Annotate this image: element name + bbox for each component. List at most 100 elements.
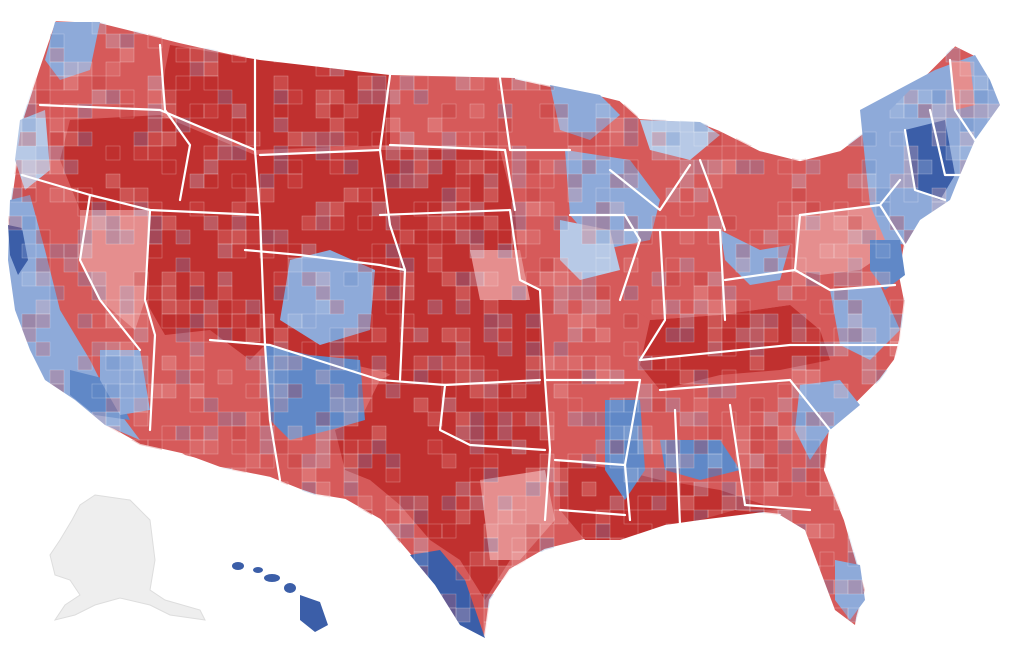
county-cell [385,635,401,638]
county-cell [315,103,331,119]
county-cell [763,103,779,119]
county-cell [105,341,121,357]
county-cell [329,117,345,133]
county-cell [749,523,765,539]
county-cell [931,411,947,427]
county-cell [973,593,989,609]
county-cell [791,369,807,385]
county-cell [679,411,695,427]
county-cell [357,607,373,623]
county-cell [987,467,1000,483]
county-cell [301,271,317,287]
county-cell [749,439,765,455]
county-cell [119,299,135,315]
county-cell [777,523,793,539]
county-cell [889,607,905,623]
county-cell [861,33,877,49]
county-cell [175,537,191,553]
county-cell [203,635,219,638]
county-cell [791,131,807,147]
county-cell [707,523,723,539]
county-cell [315,453,331,469]
county-cell [469,467,485,483]
county-cell [287,425,303,441]
county-cell [693,285,709,301]
county-cell [455,481,471,497]
county-cell [791,467,807,483]
county-cell [49,159,65,175]
county-cell [105,173,121,189]
county-cell [203,327,219,343]
county-cell [721,621,737,637]
county-cell [231,439,247,455]
county-cell [77,481,93,497]
county-cell [945,103,961,119]
county-cell [875,635,891,638]
county-cell [133,481,149,497]
county-cell [805,131,821,147]
county-cell [329,565,345,581]
county-cell [413,145,429,161]
county-cell [819,131,835,147]
county-cell [581,299,597,315]
county-cell [189,551,205,567]
county-cell [203,607,219,623]
county-cell [721,369,737,385]
county-cell [413,47,429,63]
county-cell [903,635,919,638]
county-cell [987,411,1000,427]
county-cell [749,313,765,329]
county-cell [385,495,401,511]
county-cell [805,327,821,343]
county-cell [637,20,653,35]
county-cell [665,537,681,553]
county-cell [679,75,695,91]
county-cell [217,229,233,245]
county-cell [959,61,975,77]
county-cell [567,33,583,49]
county-cell [231,537,247,553]
county-cell [595,523,611,539]
county-cell [49,243,65,259]
county-cell [371,187,387,203]
region-rio-grande [410,550,485,638]
county-cell [945,201,961,217]
county-cell [959,33,975,49]
county-cell [357,495,373,511]
county-cell [987,593,1000,609]
county-cell [959,229,975,245]
county-cell [301,453,317,469]
county-cell [203,47,219,63]
county-cell [133,411,149,427]
county-cell [455,425,471,441]
county-cell [777,439,793,455]
county-cell [931,621,947,637]
county-cell [749,495,765,511]
county-cell [203,20,219,35]
county-cell [553,271,569,287]
county-cell [231,215,247,231]
county-cell [259,481,275,497]
county-cell [287,383,303,399]
county-cell [483,33,499,49]
county-cell [553,383,569,399]
county-cell [833,117,849,133]
county-cell [329,89,345,105]
county-cell [245,453,261,469]
county-cell [35,341,51,357]
county-cell [105,215,121,231]
county-cell [189,313,205,329]
county-cell [595,215,611,231]
county-cell [973,299,989,315]
county-cell [483,327,499,343]
county-cell [245,355,261,371]
county-cell [763,425,779,441]
county-cell [483,187,499,203]
county-cell [147,215,163,231]
county-cell [749,327,765,343]
county-cell [343,439,359,455]
county-cell [861,453,877,469]
county-cell [791,621,807,637]
county-cell [763,551,779,567]
